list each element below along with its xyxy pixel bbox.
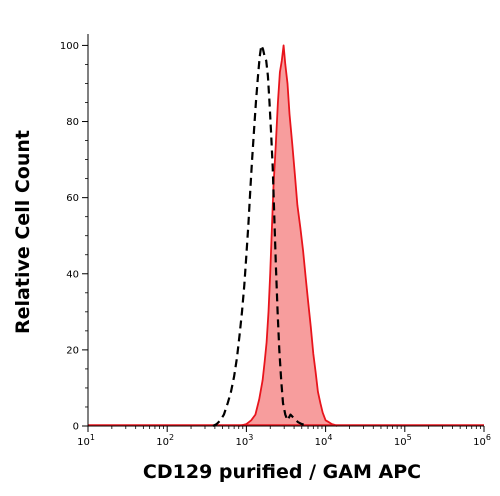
stained-histogram-line xyxy=(238,44,338,427)
x-axis-title: CD129 purified / GAM APC xyxy=(143,461,421,483)
control-histogram-line xyxy=(212,44,309,428)
x-tick-exponent: 5 xyxy=(407,433,412,442)
stained-histogram-fill xyxy=(238,45,338,427)
x-tick-label: 103 xyxy=(235,433,253,448)
y-tick-label: 100 xyxy=(60,41,79,52)
x-tick-label: 102 xyxy=(156,433,174,448)
x-tick-label: 101 xyxy=(77,433,95,448)
x-tick-label: 104 xyxy=(315,433,333,448)
x-tick-label: 106 xyxy=(473,433,491,448)
x-tick-exponent: 1 xyxy=(90,433,95,442)
y-axis-title: Relative Cell Count xyxy=(12,130,34,334)
x-tick-exponent: 2 xyxy=(169,433,174,442)
x-tick-exponent: 4 xyxy=(327,433,332,442)
x-tick-label: 105 xyxy=(394,433,412,448)
y-tick-label: 80 xyxy=(66,117,79,128)
y-tick-label: 0 xyxy=(73,422,79,433)
axes-layer xyxy=(87,34,484,427)
x-tick-exponent: 3 xyxy=(248,433,253,442)
series-layer xyxy=(88,44,484,428)
y-tick-label: 60 xyxy=(66,193,79,204)
x-tick-exponent: 6 xyxy=(486,433,491,442)
y-tick-label: 40 xyxy=(66,269,79,280)
y-tick-label: 20 xyxy=(66,345,79,356)
